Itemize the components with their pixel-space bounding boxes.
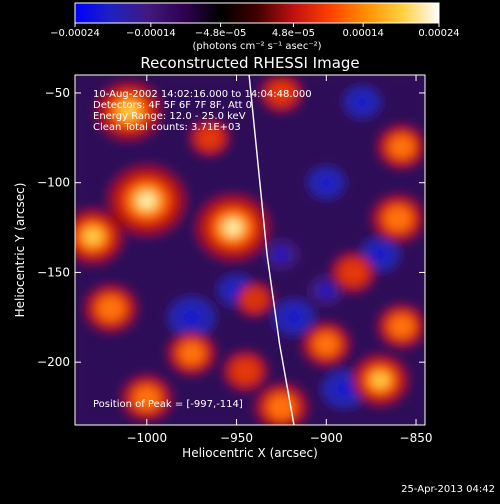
hot-spot	[392, 213, 404, 224]
hot-spot	[240, 367, 251, 376]
cold-spot-core	[319, 284, 333, 297]
hot-spot	[277, 89, 286, 97]
hot-spot	[121, 104, 136, 118]
annotation-line: Detectors: 4F 5F 6F 7F 8F, Att 0	[93, 100, 252, 111]
y-tick-label: −200	[37, 355, 70, 369]
chart-title: Reconstructed RHESSI Image	[140, 54, 359, 72]
x-tick-label: −950	[220, 431, 253, 445]
hot-spot	[321, 339, 332, 349]
y-tick-label: −50	[45, 86, 70, 100]
x-tick-label: −850	[400, 431, 433, 445]
colorbar-tick-label: −0.00024	[50, 28, 100, 39]
cold-spot-core	[319, 176, 334, 189]
hot-spot	[275, 402, 287, 413]
hot-spot	[225, 220, 241, 235]
peak-position-label: Position of Peak = [-997,-114]	[93, 399, 243, 410]
annotation-line: Clean Total counts: 3.71E+03	[93, 122, 241, 133]
observation-annotations: 10-Aug-2002 14:02:16.000 to 14:04:48.000…	[93, 89, 312, 133]
x-tick-label: −900	[310, 431, 343, 445]
hot-spot	[396, 142, 407, 152]
cold-spot-core	[372, 247, 388, 262]
cold-spot-core	[335, 381, 353, 397]
hot-spot	[348, 268, 358, 277]
annotation-line: Energy Range: 12.0 - 25.0 keV	[93, 111, 246, 122]
y-tick-label: −150	[37, 265, 70, 279]
x-tick-label: −1000	[126, 431, 167, 445]
plot-frame	[74, 74, 426, 426]
cold-spot-core	[354, 95, 370, 109]
hot-spot	[105, 303, 117, 314]
hot-spot	[250, 295, 259, 303]
hot-spot	[374, 374, 387, 386]
solar-limb-curve	[248, 75, 295, 425]
y-axis-label: Heliocentric Y (arcsec)	[13, 183, 27, 318]
cold-spot-core	[274, 248, 289, 261]
colorbar-tick-label: 0.00014	[342, 28, 383, 39]
hot-spot	[396, 321, 407, 331]
x-axis-ticks: −1000 −950 −900 −850	[126, 75, 433, 445]
footer-timestamp: 25-Apr-2013 04:42	[401, 484, 495, 495]
colorbar-ticks: −0.00024 −0.00014 −4.8e−05 4.8e−05 0.00014 0.…	[50, 23, 460, 39]
hot-spot	[205, 134, 214, 142]
heatmap-layer	[75, 75, 425, 425]
cold-spot-core	[285, 310, 303, 325]
y-tick-label: −100	[37, 176, 70, 190]
cold-spot-core	[182, 309, 201, 326]
colorbar	[74, 2, 440, 24]
colorbar-tick-label: 0.00024	[418, 28, 459, 39]
colorbar-tick-label: −0.00014	[126, 28, 176, 39]
y-axis-ticks: −50 −100 −150 −200	[37, 86, 425, 369]
hot-spot	[86, 230, 100, 243]
hot-spot	[138, 193, 156, 209]
colorbar-units-label: (photons cm⁻² s⁻¹ asec⁻²)	[192, 41, 321, 52]
hot-spot	[186, 348, 197, 358]
colorbar-tick-label: 4.8e−05	[272, 28, 315, 39]
colorbar-tick-label: −4.8e−05	[195, 28, 247, 39]
annotation-line: 10-Aug-2002 14:02:16.000 to 14:04:48.000	[93, 89, 312, 100]
hot-spot	[141, 393, 153, 403]
x-axis-label: Heliocentric X (arcsec)	[182, 446, 318, 460]
